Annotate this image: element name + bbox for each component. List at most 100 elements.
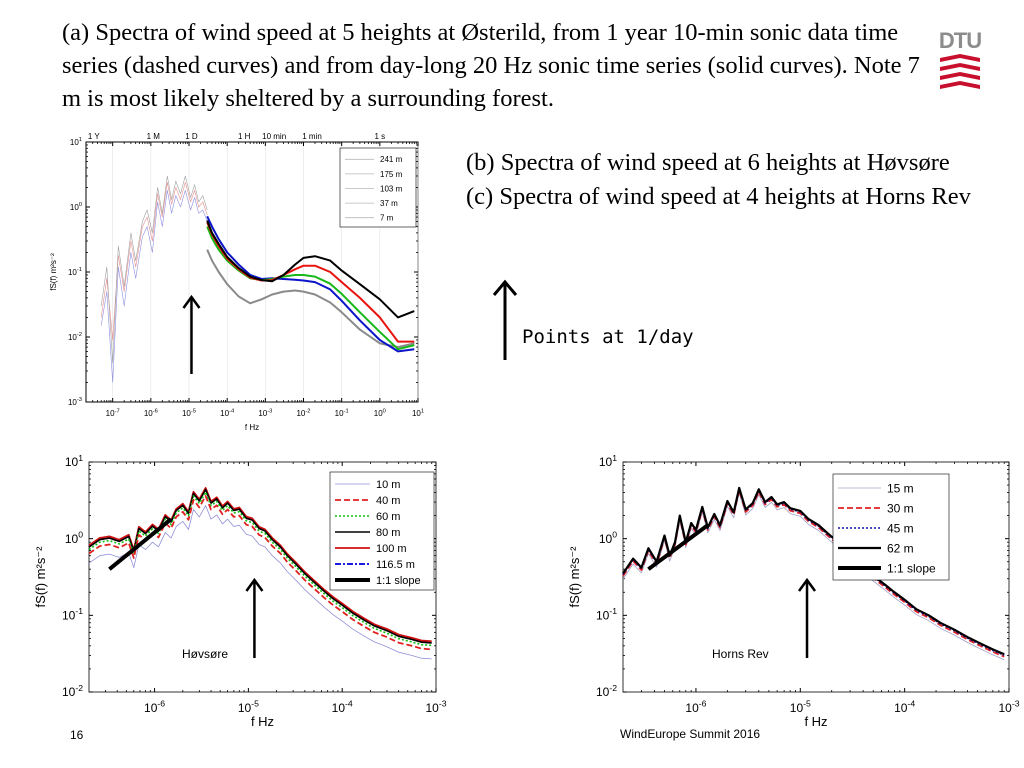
legend-entry: 1:1 slope: [887, 561, 936, 575]
legend: 15 m 30 m 45 m 62 m 1:1 slope: [832, 473, 950, 581]
series-line: [88, 488, 432, 644]
x-axis-label: f Hz: [245, 423, 259, 432]
legend-frame: [832, 473, 950, 581]
legend-entry: 7 m: [380, 214, 394, 223]
legend-entry: 62 m: [887, 541, 914, 555]
x-tick-label: 10-5: [238, 699, 259, 715]
x-tick-label: 10-3: [258, 408, 272, 418]
x-tick-label: 10-4: [894, 699, 915, 715]
legend-entry: 10 m: [376, 479, 400, 491]
y-tick-label: 10-1: [62, 606, 83, 622]
x-tick-label: 100: [374, 408, 386, 418]
hornsrev-spectra-chart: 10-6 10-5 10-4 10-3 10-2 10-1 100 101 f Hz fS(f) …: [567, 453, 1020, 729]
heading-bc: (b) Spectra of wind speed at 6 heights a…: [466, 146, 1024, 214]
arrow-1-day: [798, 577, 817, 658]
heading-c: (c) Spectra of wind speed at 4 heights a…: [466, 183, 971, 210]
osterild-spectra-chart: 10-7 10-6 10-5 10-4 10-3 10-2 10-1 100 101 10-3 10…: [49, 132, 424, 432]
x-tick-label: 10-4: [332, 699, 353, 715]
up-arrow-icon: [492, 279, 518, 360]
x-tick-label: 10-6: [144, 408, 158, 418]
y-axis-label: fS(f) m²s⁻²: [49, 253, 58, 291]
legend-entry: 40 m: [376, 495, 400, 507]
site-label: Horns Rev: [712, 647, 769, 661]
period-label: 1 H: [238, 132, 251, 141]
legend-entry: 37 m: [380, 199, 398, 208]
series-line: [622, 486, 1005, 656]
legend-entry: 100 m: [376, 543, 407, 555]
site-label: Høvsøre: [182, 647, 228, 661]
legend-entry: 30 m: [887, 501, 914, 515]
dtu-logo: DTU: [939, 28, 982, 89]
legend-entry: 103 m: [380, 184, 403, 193]
y-tick-label: 100: [70, 202, 82, 212]
y-tick-label: 10-2: [596, 683, 617, 699]
legend: 241 m 175 m 103 m 37 m 7 m: [339, 147, 417, 228]
x-axis-label: f Hz: [251, 714, 274, 729]
legend-entry: 15 m: [887, 481, 914, 495]
x-tick-label: 10-3: [998, 699, 1019, 715]
y-tick-label: 10-2: [68, 332, 82, 342]
y-tick-label: 101: [65, 453, 83, 469]
x-tick-label: 10-3: [425, 699, 446, 715]
series-line: [206, 226, 415, 351]
legend-entry: 241 m: [380, 155, 403, 164]
y-tick-label: 10-2: [62, 683, 83, 699]
series-line: [206, 249, 415, 349]
x-tick-label: 10-6: [144, 699, 165, 715]
x-tick-label: 10-1: [335, 408, 349, 418]
heading-b: (b) Spectra of wind speed at 6 heights a…: [466, 149, 950, 176]
heading-a: (a) Spectra of wind speed at 5 heights a…: [62, 19, 920, 112]
y-tick-label: 10-3: [68, 397, 82, 407]
x-tick-label: 10-2: [296, 408, 310, 418]
y-tick-label: 101: [599, 453, 617, 469]
series-line: [100, 190, 208, 383]
legend-entry: 175 m: [380, 170, 403, 179]
x-tick-label: 10-5: [182, 408, 196, 418]
y-tick-label: 100: [599, 529, 617, 545]
arrow-1-day: [182, 294, 201, 374]
x-tick-label: 101: [412, 408, 424, 418]
y-axis-label: fS(f) m²s⁻²: [567, 546, 582, 608]
x-axis-label: f Hz: [804, 714, 827, 729]
y-axis-label: fS(f) m²s⁻²: [33, 546, 48, 608]
legend-frame: [329, 471, 435, 591]
series-line: [88, 505, 432, 660]
points-callout: Points at 1/day: [522, 326, 694, 348]
y-tick-label: 10-1: [596, 606, 617, 622]
arrow-1-day: [245, 577, 264, 658]
y-tick-label: 10-1: [68, 267, 82, 277]
legend: 10 m 40 m 60 m 80 m 100 m 116.5 m 1:1 slope: [329, 471, 435, 591]
series-line: [100, 181, 208, 341]
period-label: 10 min: [262, 132, 286, 141]
event-name: WindEurope Summit 2016: [620, 727, 761, 741]
dtu-logo-text: DTU: [939, 28, 981, 53]
slope-line: [108, 517, 173, 571]
plot-frame: [622, 461, 1010, 693]
legend-entry: 116.5 m: [376, 559, 415, 571]
legend-entry: 45 m: [887, 521, 914, 535]
period-label: 1 D: [185, 132, 198, 141]
legend-entry: 1:1 slope: [376, 575, 421, 587]
period-label: 1 min: [302, 132, 322, 141]
series-line: [206, 220, 415, 319]
period-label: 1 M: [147, 132, 161, 141]
page-number: 16: [70, 728, 84, 742]
x-tick-label: 10-5: [790, 699, 811, 715]
legend-entry: 80 m: [376, 527, 400, 539]
series-line: [206, 215, 415, 353]
y-tick-label: 101: [70, 137, 82, 147]
slope-line: [647, 523, 710, 571]
dtu-logo-waves: [940, 54, 980, 89]
arrow-head: [182, 294, 201, 309]
period-label: 1 s: [374, 132, 385, 141]
x-tick-label: 10-4: [220, 408, 235, 418]
series-line: [88, 491, 432, 647]
hovsore-spectra-chart: 10-6 10-5 10-4 10-3 10-2 10-1 100 101 f Hz fS(f) …: [33, 453, 447, 729]
legend-frame: [339, 147, 417, 228]
arrow-head: [245, 577, 264, 592]
y-tick-label: 100: [65, 529, 83, 545]
x-tick-label: 10-7: [106, 408, 120, 418]
series-line: [100, 175, 208, 364]
arrow-head: [798, 577, 817, 592]
series-line: [88, 487, 432, 643]
